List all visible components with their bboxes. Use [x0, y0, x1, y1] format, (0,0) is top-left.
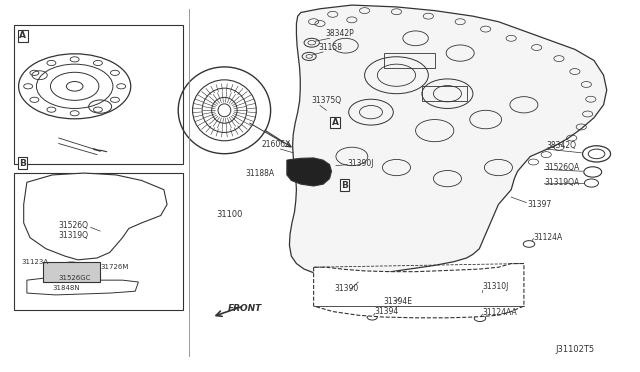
Text: 31158: 31158 [319, 43, 343, 52]
Bar [384, 53, 435, 68]
Text: 31375Q: 31375Q [311, 96, 341, 105]
Text: 31390: 31390 [335, 284, 359, 293]
Text: 31319QA: 31319QA [544, 178, 580, 187]
Text: A: A [19, 31, 26, 40]
Text: B: B [19, 159, 26, 168]
Bar [422, 86, 467, 101]
Text: 38342P: 38342P [326, 29, 355, 38]
Text: 31526GC: 31526GC [59, 275, 91, 281]
Text: B: B [341, 181, 348, 190]
Text: 31526Q: 31526Q [59, 221, 89, 231]
Text: 31390J: 31390J [348, 160, 374, 169]
PathPatch shape [27, 278, 138, 295]
Text: FRONT: FRONT [228, 304, 262, 313]
Text: 31726M: 31726M [100, 264, 129, 270]
PathPatch shape [289, 5, 607, 276]
Text: 31394: 31394 [374, 308, 399, 317]
Text: 31848N: 31848N [52, 285, 80, 291]
Text: 31188A: 31188A [246, 169, 275, 178]
Text: 31123A: 31123A [22, 259, 49, 264]
Text: 31319Q: 31319Q [59, 231, 89, 240]
Text: 31394E: 31394E [384, 297, 413, 306]
Text: 31310J: 31310J [483, 282, 509, 291]
Text: 31100: 31100 [217, 211, 243, 219]
Bar [14, 173, 183, 310]
Text: A: A [332, 118, 339, 127]
Text: J31102T5: J31102T5 [556, 345, 595, 354]
PathPatch shape [314, 263, 524, 318]
Text: 31397: 31397 [527, 200, 551, 209]
Text: 21606X: 21606X [261, 140, 291, 149]
Text: 31124AA: 31124AA [483, 308, 517, 317]
Bar [43, 262, 100, 282]
PathPatch shape [287, 158, 332, 186]
Bar [14, 25, 183, 164]
PathPatch shape [24, 173, 167, 260]
Text: 31124A: 31124A [534, 232, 563, 241]
Text: 31526QA: 31526QA [544, 163, 580, 172]
Text: 38342Q: 38342Q [546, 141, 576, 150]
